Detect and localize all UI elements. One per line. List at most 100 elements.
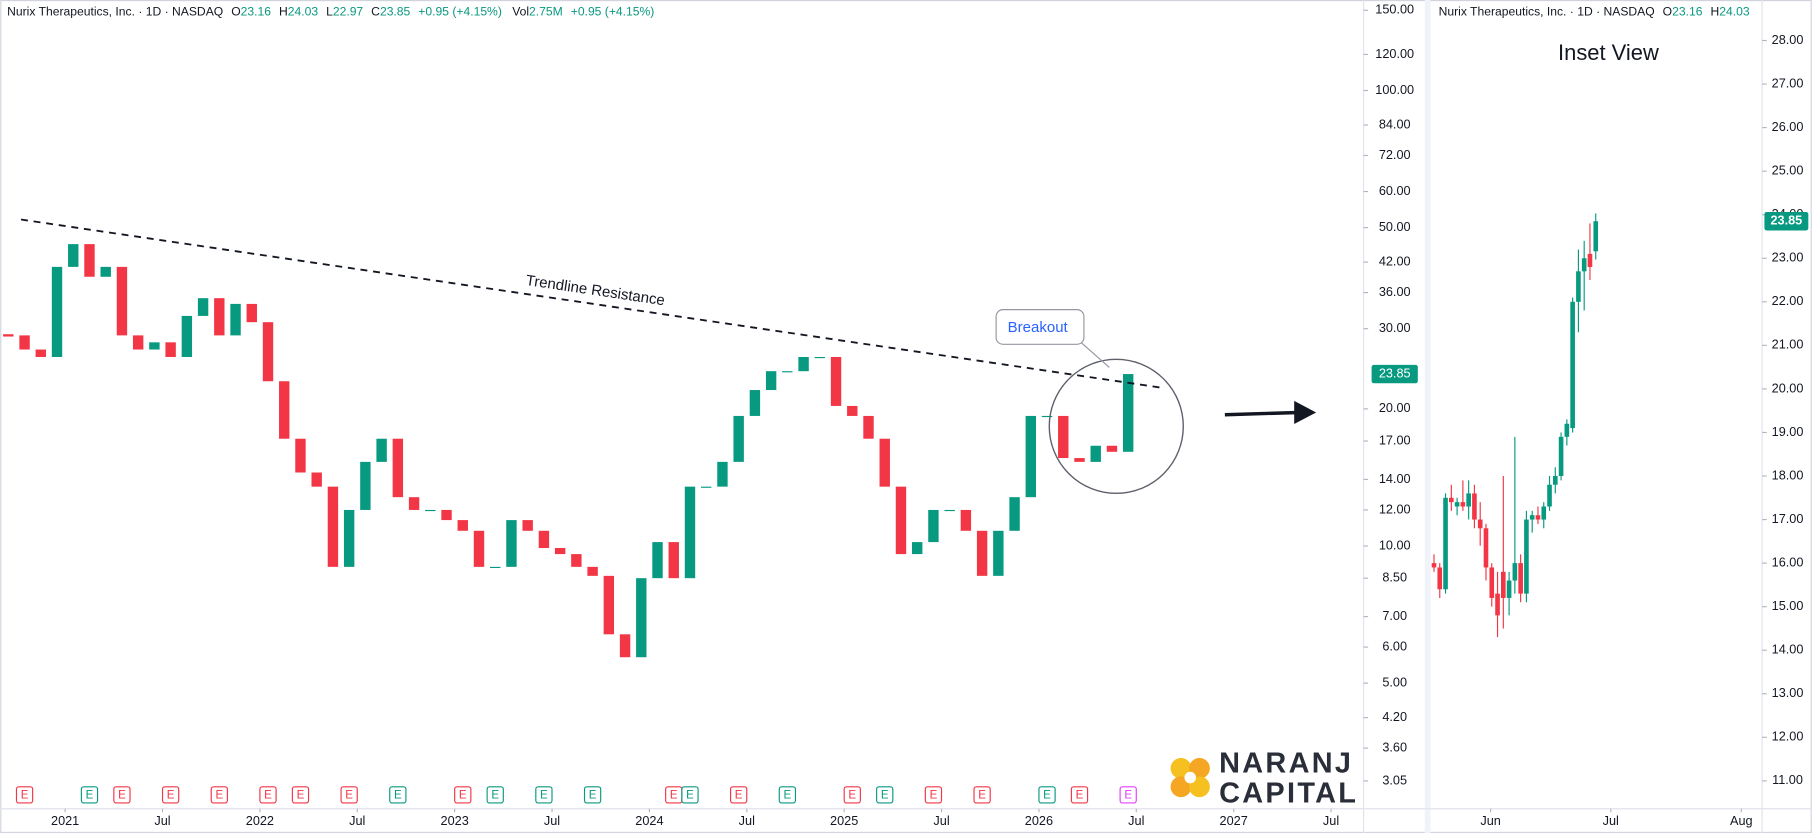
y-tick-label: 4.20 [1382,710,1407,724]
candle-body [1564,423,1570,437]
candle [830,356,842,406]
ohlc-label: H [1710,5,1719,19]
y-tick-label: 50.00 [1379,220,1411,234]
candle-body [1524,519,1529,594]
y-tick-label: 11.00 [1772,773,1803,787]
y-tick-label: 36.00 [1379,285,1411,299]
candle [976,530,988,576]
candle [701,486,712,488]
y-tick-label: 13.00 [1772,686,1804,700]
symbol-title: Nurix Therapeutics, Inc. · 1D · NASDAQ [7,5,223,19]
y-tick-label: 3.05 [1382,773,1407,787]
earnings-label: E [930,789,938,801]
candle-body [1529,515,1535,520]
earnings-label: E [345,789,353,801]
ohlc-label: O [231,5,240,19]
candle [911,542,923,555]
earnings-label: E [1124,789,1132,801]
candle-body [1512,563,1518,581]
candle [993,530,1004,576]
y-tick-label: 7.00 [1382,609,1407,623]
earnings-marker [778,786,797,804]
y-tick-label: 8.50 [1382,571,1407,585]
candle-body [1495,593,1500,616]
candle-body [1483,528,1489,568]
candle-body [1443,497,1448,590]
candle [19,335,30,350]
candle-body [1558,436,1564,477]
x-tick-label: Jul [1603,814,1619,828]
logo-text: NARANJ [1219,747,1353,779]
x-tick-label: Jul [349,814,365,828]
candle [782,371,793,373]
candle [132,335,144,350]
last-price-label: 23.85 [1770,214,1802,228]
candle [3,334,14,337]
candle [1009,497,1020,531]
callout-pointer [1080,341,1110,368]
x-tick-label: 2022 [246,814,274,828]
y-tick-label: 6.00 [1382,639,1407,653]
candle [619,634,631,658]
earnings-label: E [215,789,223,801]
y-tick-label: 14.00 [1772,643,1804,657]
candle [863,415,874,439]
change: +0.95 (+4.15%) [418,5,502,19]
candle [408,497,420,510]
candle [733,415,744,462]
earnings-marker [730,786,748,804]
x-tick-label: Jul [739,814,755,828]
candle [214,298,225,336]
ohlc-label: C [371,5,380,19]
earnings-label: E [881,789,889,801]
y-tick-label: 12.00 [1379,502,1411,516]
candle-body [1506,580,1512,598]
y-tick-label: 18.00 [1772,468,1804,482]
ohlc-label: L [326,5,333,19]
earnings-label: E [264,789,272,801]
y-tick-label: 60.00 [1379,184,1411,198]
x-tick-label: Aug [1730,814,1753,828]
candle [181,315,193,357]
earnings-marker [924,786,943,804]
candle [262,322,274,382]
y-tick-label: 17.00 [1772,512,1804,526]
earnings-label: E [540,789,548,801]
candle [847,405,858,416]
inset-axes: 28.0027.0026.0025.0024.0023.0022.0021.00… [1480,33,1809,828]
logo-text: CAPITAL [1219,777,1358,809]
ohlc-value: 22.97 [333,5,364,19]
symbol-title: Nurix Therapeutics, Inc. · 1D · NASDAQ [1439,5,1655,19]
y-tick-label: 84.00 [1379,117,1411,131]
last-price-label: 23.85 [1379,366,1411,380]
candle [279,381,290,439]
candle [1025,415,1037,498]
ohlc-value: 23.85 [380,5,411,19]
ohlc-value: 24.03 [1719,5,1750,19]
candle [1090,445,1101,462]
volume-change: +0.95 (+4.15%) [571,5,655,19]
earnings-marker [486,786,504,804]
earnings-marker [15,786,34,804]
candle [798,356,809,372]
candle [473,530,485,567]
candle [749,390,761,416]
candle [652,542,663,579]
candle [684,486,696,579]
earnings-marker [454,786,472,804]
candle [311,472,322,487]
candle [960,509,972,531]
earnings-marker [973,786,991,804]
volume-value: 2.75M [529,5,563,19]
candle [814,356,826,359]
x-tick-label: Jul [1323,814,1339,828]
candle [603,575,615,635]
candle [327,486,339,567]
candle-body [1431,563,1437,568]
arrow-shaft [1224,410,1299,417]
y-tick-label: 30.00 [1379,321,1411,335]
candle [441,509,452,521]
candle [668,542,679,579]
trendline [20,218,1165,390]
